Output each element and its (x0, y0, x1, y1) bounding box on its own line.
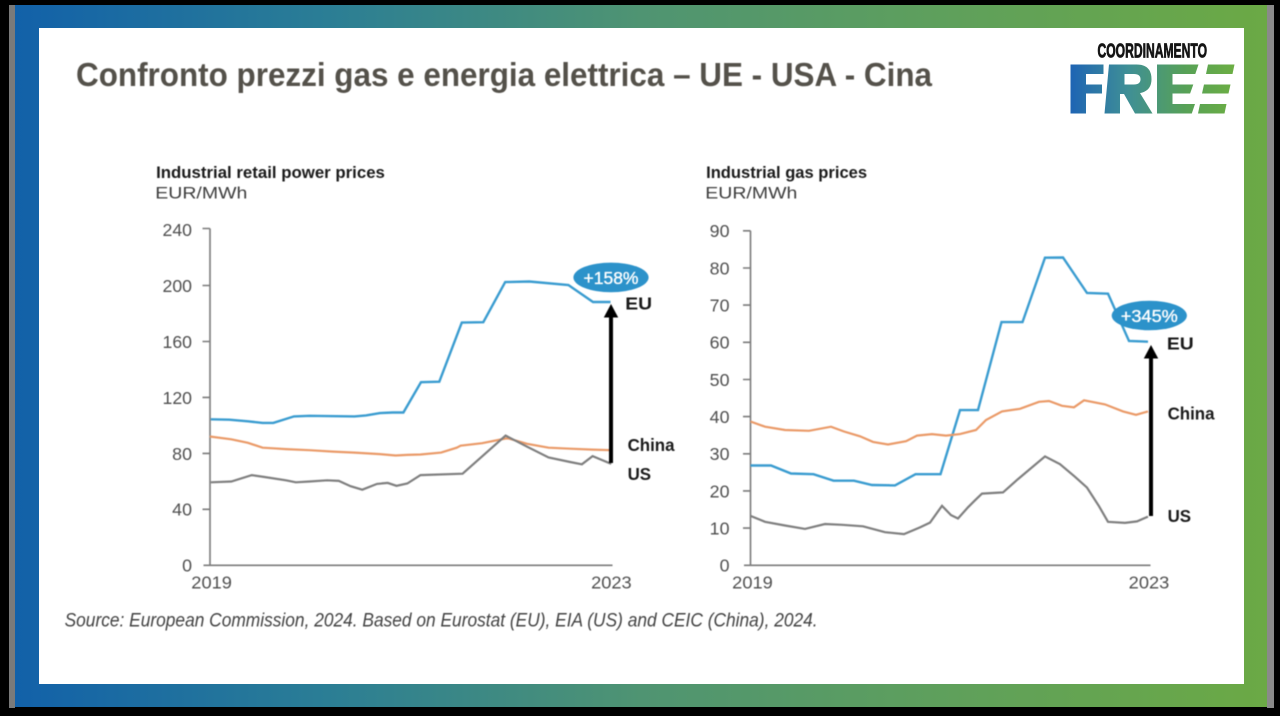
svg-text:Confronto prezzi gas e energia: Confronto prezzi gas e energia elettrica… (76, 56, 933, 93)
svg-text:0: 0 (182, 556, 192, 576)
svg-text:Source: European Commission, 2: Source: European Commission, 2024. Based… (65, 610, 818, 632)
svg-text:70: 70 (710, 296, 730, 316)
svg-text:240: 240 (163, 220, 193, 240)
svg-text:+158%: +158% (584, 268, 639, 288)
svg-text:US: US (628, 464, 652, 484)
svg-text:160: 160 (163, 332, 193, 352)
svg-text:China: China (1168, 404, 1215, 424)
svg-text:EU: EU (625, 294, 652, 314)
svg-text:80: 80 (172, 444, 192, 464)
svg-text:40: 40 (172, 500, 192, 520)
svg-text:+345%: +345% (1121, 306, 1178, 326)
svg-text:40: 40 (710, 407, 730, 427)
svg-text:COORDINAMENTO: COORDINAMENTO (1098, 40, 1208, 62)
svg-text:20: 20 (710, 481, 730, 501)
svg-text:EU: EU (1167, 334, 1194, 354)
svg-text:90: 90 (710, 221, 730, 241)
svg-text:200: 200 (163, 276, 193, 296)
svg-text:80: 80 (710, 258, 730, 278)
svg-text:2023: 2023 (591, 573, 632, 593)
svg-text:2023: 2023 (1129, 573, 1170, 593)
svg-text:120: 120 (163, 388, 193, 408)
svg-text:2019: 2019 (191, 573, 232, 593)
svg-text:0: 0 (720, 556, 730, 576)
svg-text:Industrial retail power prices: Industrial retail power prices (156, 164, 385, 182)
svg-text:EUR/MWh: EUR/MWh (705, 184, 797, 203)
svg-text:30: 30 (710, 444, 730, 464)
svg-text:EUR/MWh: EUR/MWh (155, 184, 247, 203)
svg-text:10: 10 (710, 519, 730, 539)
svg-text:Industrial gas prices: Industrial gas prices (706, 164, 867, 182)
svg-text:50: 50 (710, 370, 730, 390)
svg-text:China: China (628, 435, 675, 455)
svg-text:60: 60 (710, 333, 730, 353)
svg-text:US: US (1168, 506, 1192, 526)
svg-text:2019: 2019 (732, 573, 773, 593)
